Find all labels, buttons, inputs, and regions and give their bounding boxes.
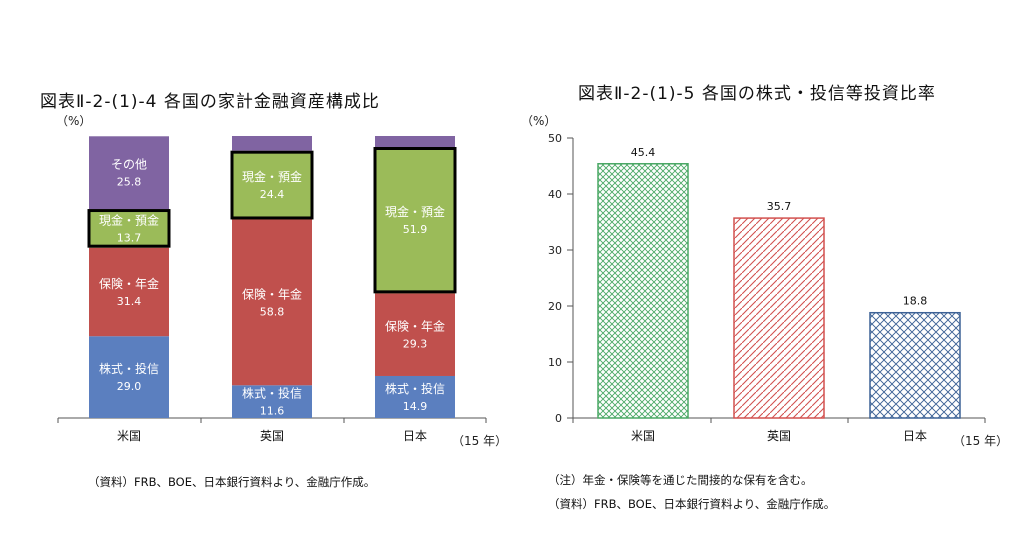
segment-name-label: 株式・投信 <box>99 361 159 376</box>
segment-name-label: 現金・預金 <box>99 212 159 227</box>
y-tick-label: 0 <box>555 412 562 425</box>
highlight-outline <box>230 150 314 220</box>
right-bar-chart: 0 10 20 30 40 50 45.4 米国 35.7 英国 18.8 日本 <box>548 132 986 443</box>
y-tick-label: 20 <box>548 300 562 313</box>
highlight-outline <box>87 209 171 248</box>
left-chart-source: （資料）FRB、BOE、日本銀行資料より、金融庁作成。 <box>88 475 376 489</box>
segment-name-label: 現金・預金 <box>385 204 445 219</box>
segment-value-label: 13.7 <box>117 231 142 244</box>
left-chart-title: 図表Ⅱ-2-(1)-4 各国の家計金融資産構成比 <box>40 92 380 112</box>
right-chart-source: （資料）FRB、BOE、日本銀行資料より、金融庁作成。 <box>548 497 836 511</box>
segment-name-label: 保険・年金 <box>385 319 445 334</box>
highlight-outline <box>373 146 457 294</box>
bar-segment-insurance <box>89 247 169 337</box>
right-chart-title: 図表Ⅱ-2-(1)-5 各国の株式・投信等投資比率 <box>578 84 936 104</box>
segment-value-label: 14.9 <box>403 400 428 413</box>
bar-segment-stocks <box>232 385 312 418</box>
x-tick-label: 米国 <box>117 429 141 443</box>
y-tick-label: 10 <box>548 356 562 369</box>
left-chart-unit: （%） <box>56 114 91 128</box>
bar-segment-cash <box>232 150 312 220</box>
bar-segment-other <box>375 136 455 147</box>
x-tick-label: 米国 <box>631 429 655 443</box>
x-tick-label: 英国 <box>260 429 284 443</box>
bar-value-label: 45.4 <box>631 146 656 159</box>
bar-value-label: 35.7 <box>767 200 792 213</box>
segment-value-label: 25.8 <box>117 176 142 189</box>
x-tick-label: 英国 <box>767 429 791 443</box>
segment-value-label: 29.0 <box>117 380 142 393</box>
segment-name-label: 保険・年金 <box>242 286 302 301</box>
segment-name-label: その他 <box>111 158 147 172</box>
bar-segment-stocks <box>375 375 455 418</box>
y-tick-label: 30 <box>548 244 562 257</box>
bar-segment-other <box>89 136 169 210</box>
x-tick-label: 日本 <box>903 429 927 443</box>
bar-segment-stocks <box>89 336 169 418</box>
segment-value-label: 31.4 <box>117 295 142 308</box>
segment-name-label: 株式・投信 <box>242 386 302 401</box>
segment-name-label: 保険・年金 <box>99 276 159 291</box>
right-chart-note: （注）年金・保険等を通じた間接的な保有を含む。 <box>548 473 813 487</box>
x-tick-label: 日本 <box>403 429 427 443</box>
segment-name-label: 現金・預金 <box>242 169 302 184</box>
bar-value-label: 18.8 <box>903 295 928 308</box>
bar-japan <box>869 311 961 419</box>
bar-segment-cash <box>375 146 455 294</box>
right-chart-year: （15 年） <box>953 434 1008 448</box>
left-stacked-bar-chart: 株式・投信 29.0 保険・年金 31.4 現金・預金 13.7 その他 25.8 米国 株式・投… <box>57 136 487 443</box>
bar-us <box>597 163 689 419</box>
bar-segment-insurance <box>375 293 455 376</box>
segment-value-label: 58.8 <box>260 305 285 318</box>
bar-segment-insurance <box>232 219 312 386</box>
bar-segment-cash <box>89 209 169 248</box>
right-chart-unit: （%） <box>521 114 556 128</box>
bar-segment-other <box>232 136 312 151</box>
segment-value-label: 29.3 <box>403 338 428 351</box>
left-chart-year: （15 年） <box>452 434 507 448</box>
y-tick-label: 50 <box>548 132 562 145</box>
segment-value-label: 24.4 <box>260 188 285 201</box>
segment-value-label: 51.9 <box>403 223 428 236</box>
y-tick-label: 40 <box>548 188 562 201</box>
segment-value-label: 11.6 <box>260 405 285 418</box>
segment-name-label: 株式・投信 <box>385 381 445 396</box>
bar-uk <box>733 217 825 419</box>
